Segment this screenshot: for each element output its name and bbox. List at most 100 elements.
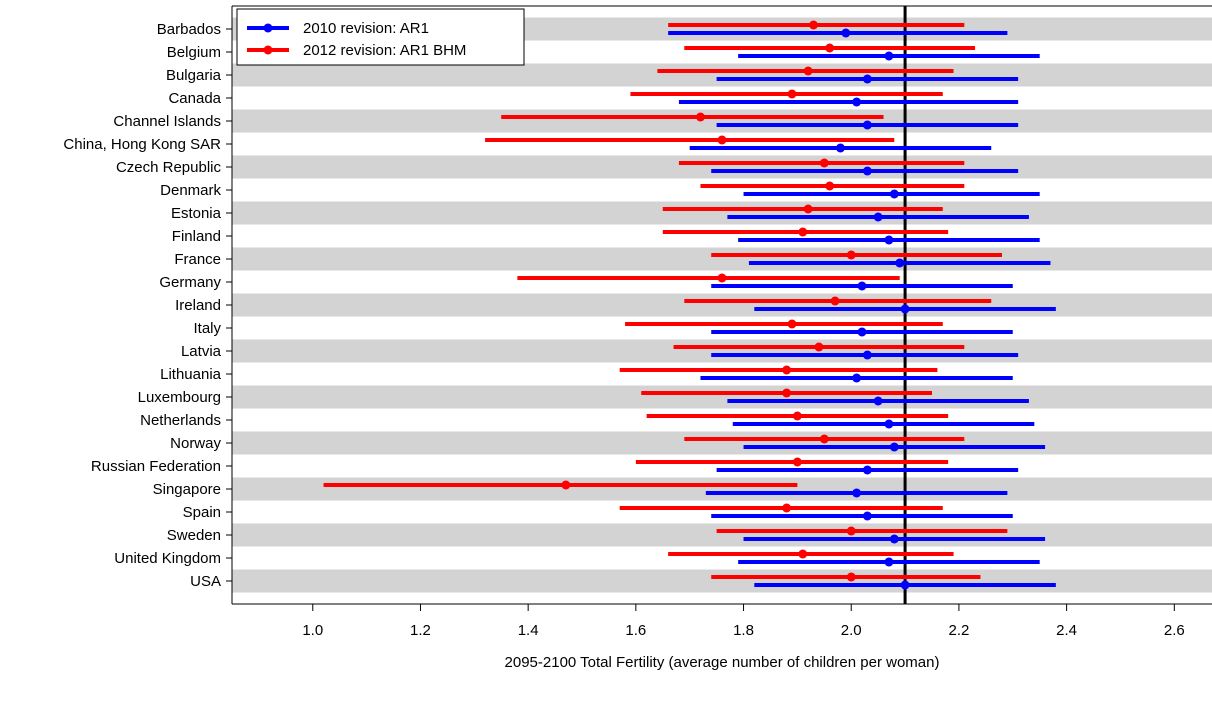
country-label: Singapore (153, 481, 221, 498)
legend-label: 2012 revision: AR1 BHM (303, 42, 466, 59)
median-point (814, 342, 824, 352)
country-label: Finland (172, 228, 221, 245)
x-tick-label: 2.6 (1164, 622, 1185, 639)
median-point (900, 304, 910, 314)
median-point (857, 327, 867, 337)
country-label: China, Hong Kong SAR (63, 136, 221, 153)
row-band (232, 569, 1212, 593)
row-band (232, 385, 1212, 409)
row-band (232, 201, 1212, 225)
country-label: USA (190, 573, 221, 590)
median-point (792, 457, 802, 467)
country-label: Barbados (157, 21, 221, 38)
row-band (232, 293, 1212, 317)
x-tick-label: 1.0 (302, 622, 323, 639)
x-tick-label: 1.6 (625, 622, 646, 639)
median-point (841, 28, 851, 38)
country-label: Channel Islands (113, 113, 221, 130)
country-label: Russian Federation (91, 458, 221, 475)
legend-label: 2010 revision: AR1 (303, 20, 429, 37)
median-point (717, 273, 727, 283)
row-band (232, 155, 1212, 179)
median-point (787, 89, 797, 99)
median-point (889, 189, 899, 199)
legend-swatch-point (263, 45, 273, 55)
median-point (846, 250, 856, 260)
median-point (889, 442, 899, 452)
x-tick-label: 2.0 (841, 622, 862, 639)
median-point (798, 549, 808, 559)
median-point (819, 434, 829, 444)
median-point (809, 20, 819, 30)
legend-box (236, 8, 525, 66)
interval-marks (323, 20, 1056, 590)
x-tick-label: 1.2 (410, 622, 431, 639)
country-label: Denmark (160, 182, 221, 199)
country-label: Czech Republic (116, 159, 222, 176)
country-label: Spain (183, 504, 221, 521)
median-point (695, 112, 705, 122)
row-band (232, 477, 1212, 501)
median-point (862, 166, 872, 176)
median-point (852, 97, 862, 107)
legend: 2010 revision: AR1 2012 revision: AR1 BHM (236, 8, 525, 66)
median-point (873, 396, 883, 406)
country-labels: Barbados Belgium Bulgaria Canada Channel Isl… (63, 21, 232, 590)
median-point (798, 227, 808, 237)
median-point (830, 296, 840, 306)
country-label: Italy (193, 320, 221, 337)
median-point (787, 319, 797, 329)
x-axis-label: 2095-2100 Total Fertility (average numbe… (505, 654, 940, 671)
median-point (835, 143, 845, 153)
median-point (819, 158, 829, 168)
x-axis: 1.0 1.2 1.4 1.6 1.8 2.0 2.2 2.4 2.6 (302, 604, 1185, 639)
median-point (889, 534, 899, 544)
median-point (825, 181, 835, 191)
median-point (900, 580, 910, 590)
country-label: Bulgaria (166, 67, 222, 84)
x-tick-label: 2.4 (1056, 622, 1077, 639)
row-band (232, 431, 1212, 455)
row-band (232, 63, 1212, 87)
country-label: France (174, 251, 221, 268)
median-point (782, 503, 792, 513)
country-label: Ireland (175, 297, 221, 314)
median-point (884, 235, 894, 245)
median-point (862, 74, 872, 84)
x-tick-label: 2.2 (948, 622, 969, 639)
median-point (862, 350, 872, 360)
median-point (862, 511, 872, 521)
median-point (895, 258, 905, 268)
country-label: Netherlands (140, 412, 221, 429)
median-point (852, 373, 862, 383)
median-point (803, 66, 813, 76)
country-label: Lithuania (160, 366, 222, 383)
legend-swatch-point (263, 23, 273, 33)
median-point (782, 365, 792, 375)
country-label: United Kingdom (114, 550, 221, 567)
row-band (232, 523, 1212, 547)
median-point (561, 480, 571, 490)
median-point (852, 488, 862, 498)
median-point (884, 557, 894, 567)
median-point (884, 419, 894, 429)
median-point (803, 204, 813, 214)
country-label: Norway (170, 435, 221, 452)
median-point (873, 212, 883, 222)
country-label: Latvia (181, 343, 222, 360)
row-band (232, 247, 1212, 271)
country-label: Luxembourg (138, 389, 221, 406)
median-point (782, 388, 792, 398)
median-point (717, 135, 727, 145)
median-point (884, 51, 894, 61)
country-label: Belgium (167, 44, 221, 61)
country-label: Germany (159, 274, 221, 291)
x-tick-label: 1.8 (733, 622, 754, 639)
median-point (862, 120, 872, 130)
country-label: Sweden (167, 527, 221, 544)
x-tick-label: 1.4 (518, 622, 539, 639)
median-point (825, 43, 835, 53)
median-point (857, 281, 867, 291)
median-point (846, 526, 856, 536)
